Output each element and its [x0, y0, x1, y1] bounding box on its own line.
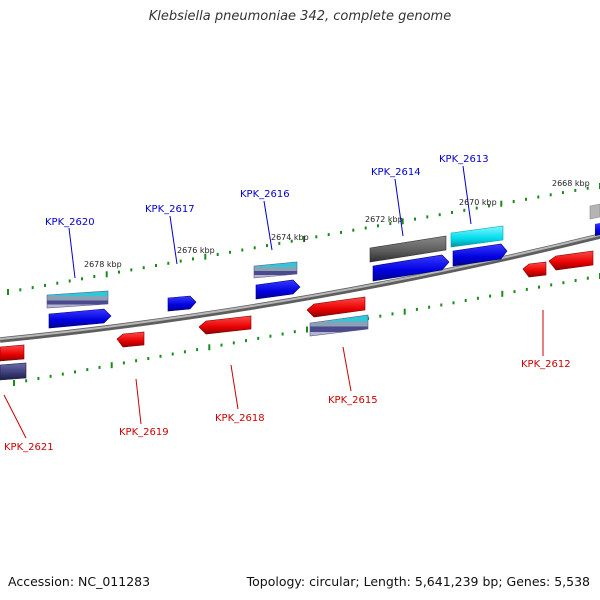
gene-label-kpk-2615[interactable]: KPK_2615 [328, 395, 378, 406]
leader-line-kpk-2621 [3, 394, 27, 439]
gene-kpk-2615[interactable] [306, 296, 366, 318]
lower-tick-track [13, 273, 600, 386]
gene-label-kpk-2614[interactable]: KPK_2614 [371, 167, 421, 178]
gene-kpk-2619[interactable] [116, 331, 145, 348]
kbp-label-2672: 2672 kbp [365, 215, 403, 224]
gene-label-kpk-2613[interactable]: KPK_2613 [439, 154, 489, 165]
gene-partial-gray-right[interactable] [589, 203, 600, 220]
gene-label-kpk-2612[interactable]: KPK_2612 [521, 359, 571, 370]
gene-kpk-2620-striped[interactable] [46, 290, 109, 309]
leader-line-kpk-2616 [263, 200, 273, 251]
gene-kpk-2621-slate[interactable] [0, 362, 27, 381]
gene-label-kpk-2617[interactable]: KPK_2617 [145, 204, 195, 215]
gene-label-kpk-2618[interactable]: KPK_2618 [215, 413, 265, 424]
leader-line-kpk-2613 [462, 165, 472, 225]
gene-kpk-2612[interactable] [548, 250, 594, 271]
genome-title: Klebsiella pneumoniae 342, complete geno… [148, 9, 452, 24]
reverse-strand-features [0, 250, 594, 381]
gene-kpk-2614[interactable] [372, 254, 450, 282]
gene-kpk-2618[interactable] [198, 315, 252, 335]
gene-label-kpk-2619[interactable]: KPK_2619 [119, 427, 169, 438]
leader-line-kpk-2620 [68, 227, 76, 279]
gene-label-kpk-2620[interactable]: KPK_2620 [45, 217, 95, 228]
genome-summary-text: Topology: circular; Length: 5,641,239 bp… [246, 574, 590, 589]
gene-kpk-2616[interactable] [255, 279, 301, 300]
leader-line-kpk-2619 [135, 378, 142, 425]
gene-partial-blue-right[interactable] [595, 223, 600, 236]
kbp-label-2678: 2678 kbp [84, 260, 122, 269]
leader-line-kpk-2617 [169, 215, 178, 265]
gene-kpk-2617[interactable] [167, 295, 197, 312]
gene-label-kpk-2616[interactable]: KPK_2616 [240, 189, 290, 200]
forward-strand-features [46, 203, 600, 329]
genome-backbone-highlight [0, 234, 600, 340]
gene-kpk-2614-gray[interactable] [369, 235, 447, 263]
gene-kpk-2621[interactable] [0, 344, 25, 362]
kbp-label-2676: 2676 kbp [177, 246, 215, 255]
gene-kpk-2620[interactable] [48, 308, 112, 329]
kbp-label-2668: 2668 kbp [552, 179, 590, 188]
leader-line-kpk-2615 [342, 346, 352, 392]
accession-text: Accession: NC_011283 [8, 574, 151, 589]
leader-line-kpk-2614 [394, 178, 404, 237]
gene-label-kpk-2621[interactable]: KPK_2621 [4, 442, 54, 453]
gene-kpk-2613[interactable] [452, 243, 508, 267]
gene-kpk-2612-b[interactable] [522, 261, 547, 278]
gene-kpk-2616-striped[interactable] [253, 261, 298, 279]
leader-line-kpk-2618 [230, 364, 239, 410]
kbp-label-2670: 2670 kbp [459, 198, 497, 207]
gene-kpk-2615-striped[interactable] [309, 314, 369, 337]
upper-tick-track [7, 183, 600, 295]
kbp-label-2674: 2674 kbp [271, 233, 309, 242]
gene-kpk-2613-cyan[interactable] [450, 225, 504, 248]
